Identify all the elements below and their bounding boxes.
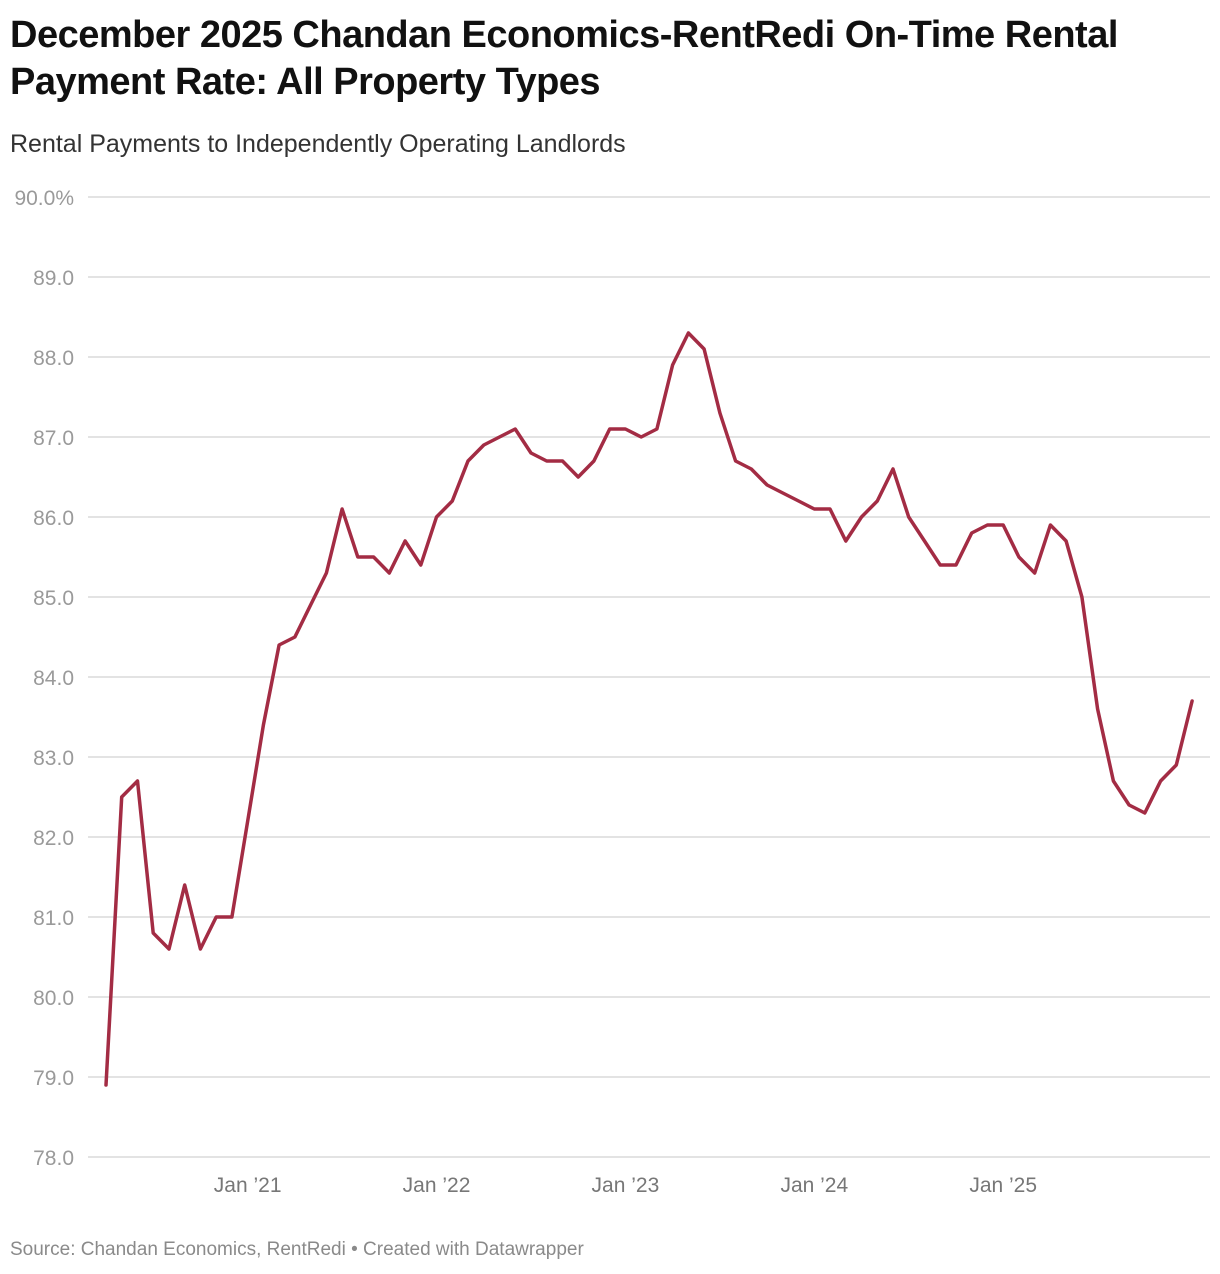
y-tick-label: 88.0 xyxy=(33,347,74,370)
gridlines xyxy=(88,196,1210,1158)
y-tick-label: 79.0 xyxy=(33,1067,74,1090)
y-tick-label: 89.0 xyxy=(33,267,74,290)
y-tick-label: 90.0% xyxy=(14,187,74,210)
chart-title: December 2025 Chandan Economics-RentRedi… xyxy=(10,14,1118,103)
y-tick-label: 83.0 xyxy=(33,747,74,770)
x-tick-label: Jan ’22 xyxy=(403,1174,471,1197)
y-tick-label: 78.0 xyxy=(33,1147,74,1170)
y-tick-label: 80.0 xyxy=(33,987,74,1010)
x-axis-labels: Jan ’21 Jan ’22 Jan ’23 Jan ’24 Jan ’25 xyxy=(214,1174,1037,1197)
x-tick-label: Jan ’23 xyxy=(592,1174,660,1197)
x-tick-label: Jan ’25 xyxy=(969,1174,1037,1197)
chart-subtitle: Rental Payments to Independently Operati… xyxy=(10,130,626,158)
x-tick-label: Jan ’24 xyxy=(780,1174,848,1197)
y-tick-label: 86.0 xyxy=(33,507,74,530)
y-tick-label: 84.0 xyxy=(33,667,74,690)
source-footer: Source: Chandan Economics, RentRedi • Cr… xyxy=(10,1239,584,1260)
y-tick-label: 82.0 xyxy=(33,827,74,850)
x-tick-label: Jan ’21 xyxy=(214,1174,282,1197)
y-tick-label: 87.0 xyxy=(33,427,74,450)
y-tick-label: 81.0 xyxy=(33,907,74,930)
data-line xyxy=(104,331,1194,1087)
y-tick-label: 85.0 xyxy=(33,587,74,610)
y-axis-labels: 90.0% 89.0 88.0 87.0 86.0 85.0 84.0 83.0 82.0 81.… xyxy=(14,187,74,1170)
